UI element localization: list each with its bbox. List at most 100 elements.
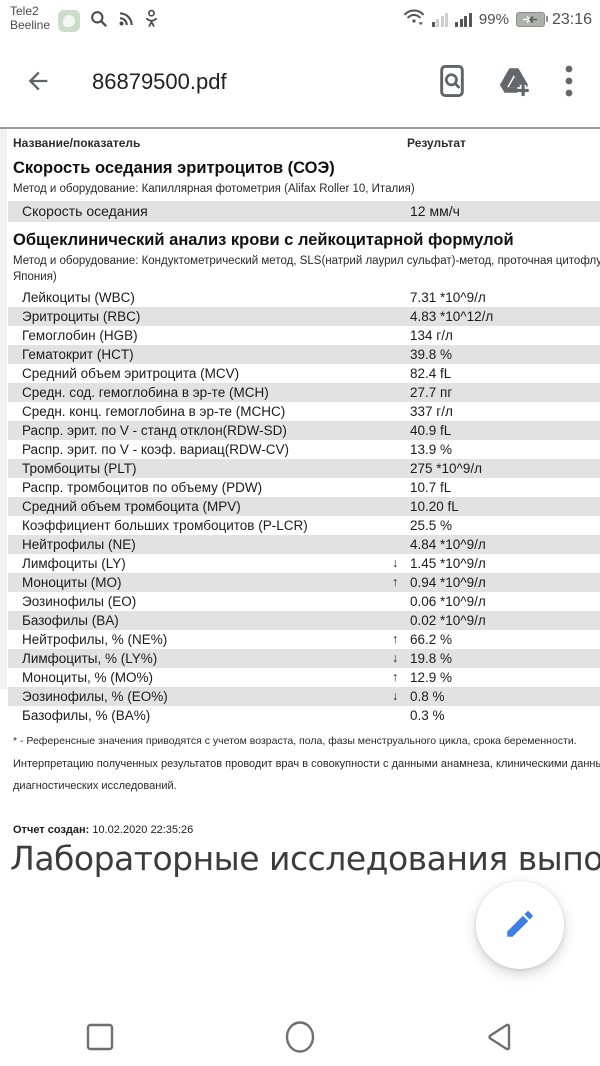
cbc-rows: Лейкоциты (WBC) 7.31 *10^9/л Эритроциты … xyxy=(0,288,600,725)
row-deviation-arrow: ↓ xyxy=(392,689,399,703)
android-navigation-bar xyxy=(0,1010,600,1066)
table-row: Средн. сод. гемоглобина в эр-те (MCH) 27… xyxy=(8,383,600,402)
search-icon xyxy=(89,9,108,33)
row-value: 10.7 fL xyxy=(410,480,452,495)
table-row: Лейкоциты (WBC) 7.31 *10^9/л xyxy=(8,288,600,307)
next-page-heading: Лабораторные исследования выполняе xyxy=(10,839,600,878)
row-value: 0.3 % xyxy=(410,708,445,723)
add-to-drive-icon xyxy=(497,65,531,100)
row-value: 0.8 % xyxy=(410,689,445,704)
row-deviation-arrow: ↓ xyxy=(392,556,399,570)
row-label: Скорость оседания xyxy=(22,203,148,219)
recents-square-icon xyxy=(85,1022,115,1055)
table-row: Лимфоциты, % (LY%) ↓ 19.8 % xyxy=(8,649,600,668)
row-label: Лимфоциты (LY) xyxy=(22,556,126,571)
table-row: Эритроциты (RBC) 4.83 *10^12/л xyxy=(8,307,600,326)
table-row: Распр. тромбоцитов по объему (PDW) 10.7 … xyxy=(8,478,600,497)
reference-footnote: * - Референсные значения приводятся с уч… xyxy=(13,735,577,747)
row-value: 134 г/л xyxy=(410,328,453,343)
row-value: 0.02 *10^9/л xyxy=(410,613,486,628)
row-label: Средн. конц. гемоглобина в эр-те (MCHC) xyxy=(22,404,286,419)
back-nav-button[interactable] xyxy=(400,1010,600,1066)
row-label: Базофилы (BA) xyxy=(22,613,119,628)
row-label: Эритроциты (RBC) xyxy=(22,309,141,324)
report-created-label: Отчет создан: xyxy=(13,824,90,836)
back-button[interactable] xyxy=(8,52,68,112)
find-in-document-button[interactable] xyxy=(428,58,476,106)
signal-sim1-weak-icon xyxy=(431,12,449,27)
row-value: 66.2 % xyxy=(410,632,453,647)
table-column-headers: Название/показатель Результат xyxy=(0,136,600,152)
pencil-edit-icon xyxy=(503,907,537,944)
home-button[interactable] xyxy=(200,1010,400,1066)
table-row: Моноциты (MO) ↑ 0.94 *10^9/л xyxy=(8,573,600,592)
section-method-cbc-line2: Япония) xyxy=(13,271,57,283)
row-value: 13.9 % xyxy=(410,442,453,457)
row-label: Нейтрофилы (NE) xyxy=(22,537,136,552)
row-label: Распр. эрит. по V - коэф. вариац(RDW-CV) xyxy=(22,442,289,457)
back-arrow-icon xyxy=(24,67,52,98)
table-row: Эозинофилы (EO) 0.06 *10^9/л xyxy=(8,592,600,611)
pdf-page-top-edge xyxy=(0,127,600,129)
row-deviation-arrow: ↑ xyxy=(392,632,399,646)
table-row: Базофилы (BA) 0.02 *10^9/л xyxy=(8,611,600,630)
app-notification-icon xyxy=(58,10,80,32)
section-method-cbc: Метод и оборудование: Кондуктометрически… xyxy=(13,255,600,267)
row-value: 7.31 *10^9/л xyxy=(410,290,486,305)
wifi-icon xyxy=(403,8,425,31)
find-in-document-icon xyxy=(437,64,467,101)
pdf-page-left-gutter xyxy=(0,129,7,689)
status-bar: Tele2 Beeline 99% xyxy=(0,0,600,44)
row-value: 25.5 % xyxy=(410,518,453,533)
row-label: Средний объем тромбоцита (MPV) xyxy=(22,499,241,514)
row-label: Средний объем эритроцита (MCV) xyxy=(22,366,240,381)
interpretation-text-line2: диагностических исследований. xyxy=(13,780,177,792)
row-value: 4.84 *10^9/л xyxy=(410,537,486,552)
add-to-drive-button[interactable] xyxy=(490,58,538,106)
clock: 23:16 xyxy=(551,10,592,28)
table-row: Коэффициент больших тромбоцитов (P-LCR) … xyxy=(8,516,600,535)
row-value: 82.4 fL xyxy=(410,366,452,381)
table-row: Средн. конц. гемоглобина в эр-те (MCHC) … xyxy=(8,402,600,421)
overflow-menu-icon xyxy=(565,64,573,101)
edit-fab-button[interactable] xyxy=(476,881,564,969)
back-triangle-icon xyxy=(485,1022,515,1055)
table-row: Моноциты, % (MO%) ↑ 12.9 % xyxy=(8,668,600,687)
overflow-menu-button[interactable] xyxy=(552,58,586,106)
battery-charging-icon xyxy=(515,12,549,27)
table-row: Нейтрофилы, % (NE%) ↑ 66.2 % xyxy=(8,630,600,649)
row-label: Гемоглобин (HGB) xyxy=(22,328,138,343)
carrier-line1: Tele2 xyxy=(10,4,39,18)
carrier-label: Tele2 Beeline xyxy=(10,4,50,32)
row-label: Моноциты, % (MO%) xyxy=(22,670,154,685)
row-label: Средн. сод. гемоглобина в эр-те (MCH) xyxy=(22,385,269,400)
row-label: Эозинофилы, % (EO%) xyxy=(22,689,168,704)
row-value: 12.9 % xyxy=(410,670,453,685)
report-created-line: Отчет создан: 10.02.2020 22:35:26 xyxy=(13,824,600,836)
row-deviation-arrow: ↓ xyxy=(392,651,399,665)
pdf-content[interactable]: Название/показатель Результат Скорость о… xyxy=(0,129,600,881)
table-row: Распр. эрит. по V - станд отклон(RDW-SD)… xyxy=(8,421,600,440)
row-label: Моноциты (MO) xyxy=(22,575,122,590)
row-label: Тромбоциты (PLT) xyxy=(22,461,137,476)
table-row: Нейтрофилы (NE) 4.84 *10^9/л xyxy=(8,535,600,554)
table-row: Распр. эрит. по V - коэф. вариац(RDW-CV)… xyxy=(8,440,600,459)
row-label: Эозинофилы (EO) xyxy=(22,594,137,609)
rss-icon xyxy=(117,10,135,33)
row-value: 27.7 пг xyxy=(410,385,453,400)
row-value: 1.45 *10^9/л xyxy=(410,556,486,571)
table-row: Гемоглобин (HGB) 134 г/л xyxy=(8,326,600,345)
row-label: Коэффициент больших тромбоцитов (P-LCR) xyxy=(22,518,308,533)
row-label: Гематокрит (HCT) xyxy=(22,347,134,362)
row-value: 0.94 *10^9/л xyxy=(410,575,486,590)
row-label: Лимфоциты, % (LY%) xyxy=(22,651,158,666)
table-row: Скорость оседания 12 мм/ч xyxy=(8,201,600,222)
table-row: Средний объем тромбоцита (MPV) 10.20 fL xyxy=(8,497,600,516)
row-value: 10.20 fL xyxy=(410,499,459,514)
home-circle-icon xyxy=(284,1020,316,1057)
row-value: 4.83 *10^12/л xyxy=(410,309,494,324)
row-value: 0.06 *10^9/л xyxy=(410,594,486,609)
row-label: Нейтрофилы, % (NE%) xyxy=(22,632,168,647)
recents-button[interactable] xyxy=(0,1010,200,1066)
